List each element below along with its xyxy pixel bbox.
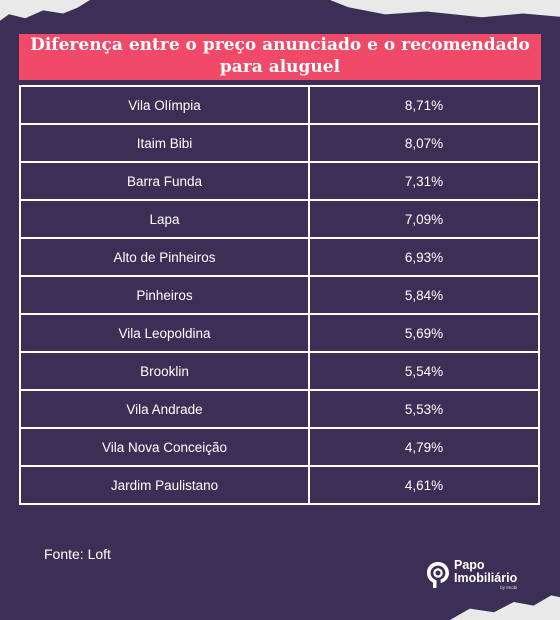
- torn-paper-bottom-right: [450, 595, 560, 620]
- table-row: Barra Funda 7,31%: [19, 161, 540, 201]
- torn-paper-top-left: [0, 0, 90, 21]
- table-title: Diferença entre o preço anunciado e o re…: [19, 34, 541, 80]
- table-row: Vila Leopoldina 5,69%: [19, 313, 540, 353]
- torn-paper-top-right: [330, 0, 560, 18]
- percent-cell: 6,93%: [308, 237, 540, 277]
- neighborhood-cell: Vila Andrade: [19, 389, 310, 429]
- table-row: Itaim Bibi 8,07%: [19, 123, 540, 163]
- logo-line-2: Imobiliário: [454, 571, 518, 585]
- neighborhood-cell: Vila Leopoldina: [19, 313, 310, 353]
- percent-cell: 5,69%: [308, 313, 540, 353]
- percent-cell: 4,79%: [308, 427, 540, 467]
- neighborhood-cell: Lapa: [19, 199, 310, 239]
- table-row: Pinheiros 5,84%: [19, 275, 540, 315]
- rent-difference-table: Diferença entre o preço anunciado e o re…: [19, 34, 541, 505]
- neighborhood-cell: Barra Funda: [19, 161, 310, 201]
- table-row: Brooklin 5,54%: [19, 351, 540, 391]
- neighborhood-cell: Pinheiros: [19, 275, 310, 315]
- percent-cell: 8,07%: [308, 123, 540, 163]
- logo-wordmark: Papo Imobiliário by Imobi: [454, 559, 517, 591]
- percent-cell: 7,31%: [308, 161, 540, 201]
- neighborhood-cell: Vila Olímpia: [19, 85, 310, 125]
- neighborhood-cell: Vila Nova Conceição: [19, 427, 310, 467]
- logo-mark-icon: [427, 562, 449, 588]
- table-row: Alto de Pinheiros 6,93%: [19, 237, 540, 277]
- table-row: Vila Olímpia 8,71%: [19, 85, 540, 125]
- percent-cell: 5,54%: [308, 351, 540, 391]
- table-row: Lapa 7,09%: [19, 199, 540, 239]
- percent-cell: 4,61%: [308, 465, 540, 505]
- table-row: Vila Nova Conceição 4,79%: [19, 427, 540, 467]
- table-row: Jardim Paulistano 4,61%: [19, 465, 540, 505]
- percent-cell: 8,71%: [308, 85, 540, 125]
- percent-cell: 5,53%: [308, 389, 540, 429]
- percent-cell: 5,84%: [308, 275, 540, 315]
- source-note: Fonte: Loft: [44, 546, 111, 562]
- neighborhood-cell: Brooklin: [19, 351, 310, 391]
- logo-line-1: Papo: [454, 558, 485, 572]
- neighborhood-cell: Itaim Bibi: [19, 123, 310, 163]
- neighborhood-cell: Alto de Pinheiros: [19, 237, 310, 277]
- papo-imobiliario-logo: Papo Imobiliário by Imobi: [425, 559, 517, 591]
- percent-cell: 7,09%: [308, 199, 540, 239]
- table-row: Vila Andrade 5,53%: [19, 389, 540, 429]
- data-table: Vila Olímpia 8,71% Itaim Bibi 8,07% Barra …: [19, 85, 540, 505]
- logo-byline: by Imobi: [500, 585, 518, 590]
- neighborhood-cell: Jardim Paulistano: [19, 465, 310, 505]
